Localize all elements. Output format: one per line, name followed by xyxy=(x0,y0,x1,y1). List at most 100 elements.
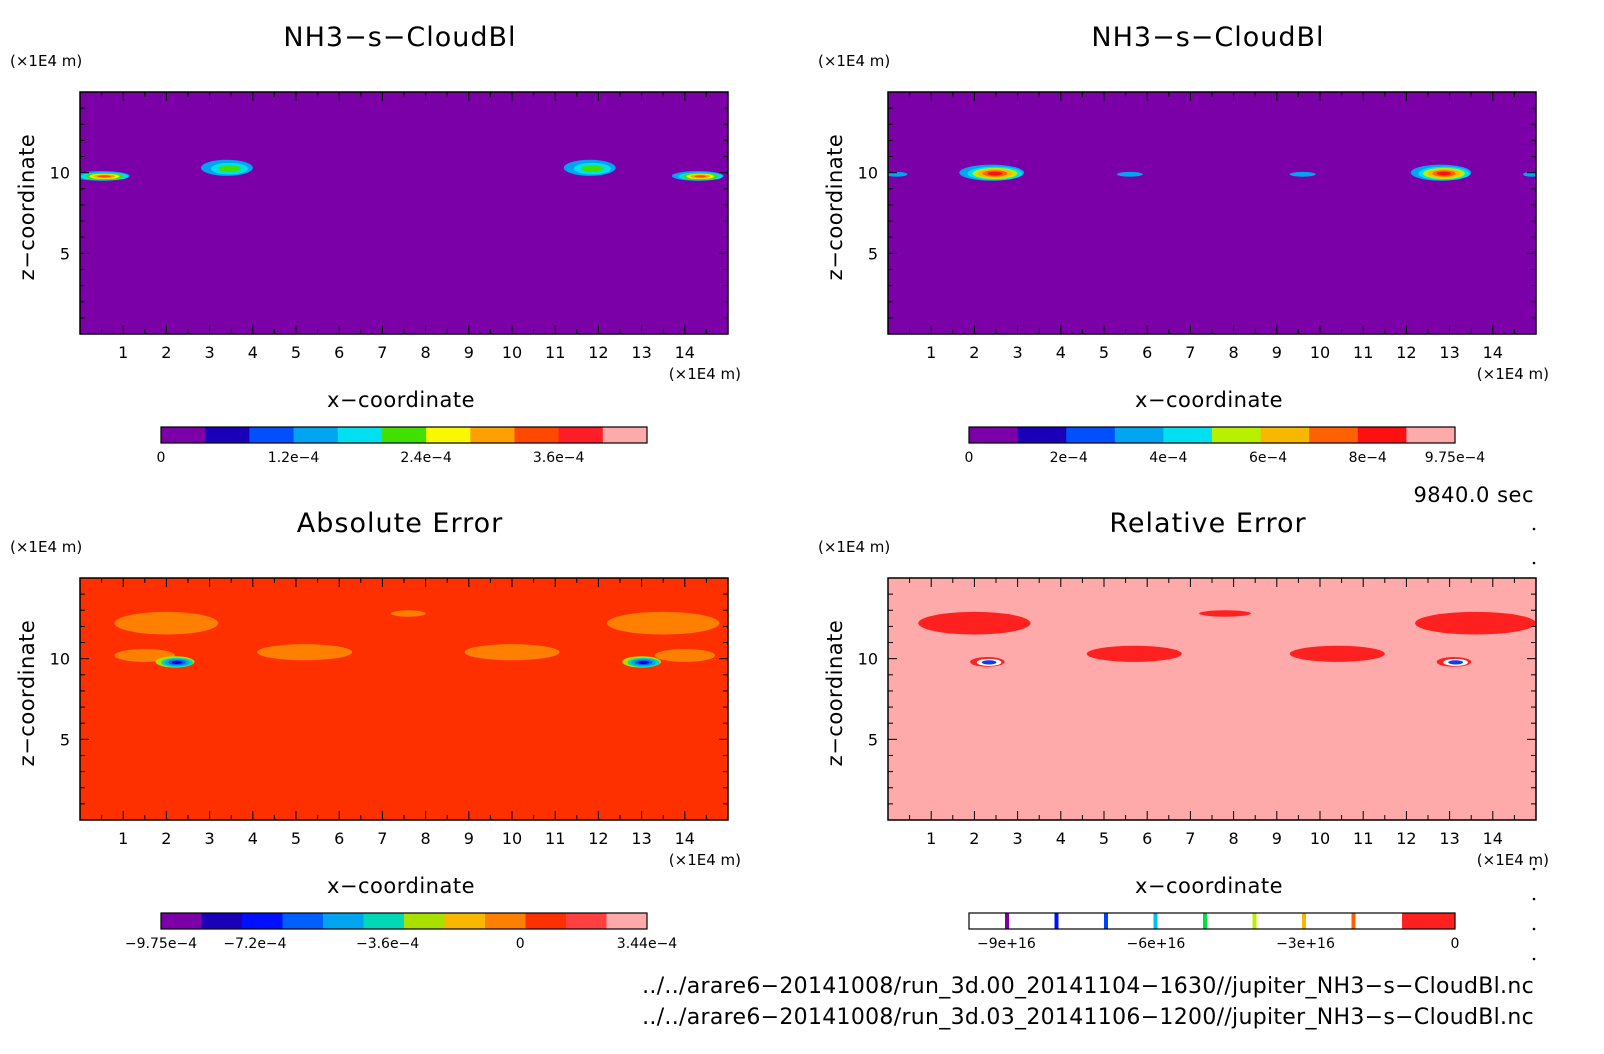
contour-feature xyxy=(1437,171,1451,176)
colorbar: 0 1.2e−4 2.4e−4 3.6e−4 xyxy=(157,426,648,466)
colorbar-tick-label: −9.75e−4 xyxy=(125,936,197,952)
x-tick-label: 6 xyxy=(1142,343,1152,362)
x-tick-label: 11 xyxy=(545,829,565,848)
colorbar-segment xyxy=(161,427,206,443)
colorbar-segment xyxy=(242,913,283,929)
feature-group xyxy=(918,610,1536,667)
x-tick-label: 11 xyxy=(1353,343,1373,362)
y-axis-label: z−coordinate xyxy=(15,134,39,281)
x-tick-label: 7 xyxy=(1185,829,1195,848)
y-unit-label: (×1E4 m) xyxy=(818,538,890,556)
contour-feature xyxy=(257,644,353,661)
chart-title: Relative Error xyxy=(1109,508,1306,539)
x-axis-label: x−coordinate xyxy=(327,874,475,898)
contour-feature xyxy=(171,660,183,664)
contour-feature xyxy=(694,175,707,178)
x-tick-label: 5 xyxy=(1099,343,1109,362)
edge-dot xyxy=(1532,561,1536,565)
x-unit-label: (×1E4 m) xyxy=(1477,365,1549,383)
colorbar-segment xyxy=(566,913,607,929)
x-tick-label: 14 xyxy=(675,343,695,362)
contour-feature xyxy=(97,175,111,178)
y-tick-label: 5 xyxy=(868,730,878,749)
x-tick-label: 14 xyxy=(1483,829,1503,848)
feature-group xyxy=(80,159,724,181)
x-axis-label: x−coordinate xyxy=(1135,388,1283,412)
chart-title: NH3−s−CloudBl xyxy=(283,22,516,53)
x-tick-label: 4 xyxy=(248,829,258,848)
colorbar-segment xyxy=(249,427,295,443)
x-tick-label: 13 xyxy=(631,343,651,362)
colorbar-tick-label: 1.2e−4 xyxy=(268,450,320,466)
colorbar-segment xyxy=(161,913,202,929)
contour-feature xyxy=(918,611,1031,635)
x-tick-label: 6 xyxy=(334,343,344,362)
chart-title: NH3−s−CloudBl xyxy=(1091,22,1324,53)
feature-group xyxy=(114,610,720,668)
contour-feature xyxy=(981,660,997,665)
colorbar-segment xyxy=(381,427,427,443)
x-tick-label: 7 xyxy=(377,343,387,362)
colorbar-segment xyxy=(969,913,1455,929)
colorbar-line xyxy=(1203,913,1207,929)
panel-1: 1 2 3 4 5 6 7 8 9 10 11 12 13 14510NH3−s−CloudBl(×1E4… xyxy=(10,22,741,466)
x-tick-label: 9 xyxy=(464,829,474,848)
colorbar-tick-label: 8e−4 xyxy=(1349,450,1387,466)
x-tick-label: 2 xyxy=(969,343,979,362)
colorbar-segment xyxy=(1402,913,1455,929)
x-tick-label: 1 xyxy=(118,343,128,362)
colorbar-segment xyxy=(201,913,243,929)
edge-dot xyxy=(1532,527,1536,531)
contour-feature xyxy=(114,611,219,635)
x-tick-label: 4 xyxy=(1056,343,1066,362)
y-unit-label: (×1E4 m) xyxy=(10,52,82,70)
x-tick-label: 9 xyxy=(1272,829,1282,848)
colorbar-frame xyxy=(160,426,648,444)
colorbar-tick-label: 2.4e−4 xyxy=(400,450,452,466)
x-tick-label: 1 xyxy=(926,343,936,362)
x-axis-label: x−coordinate xyxy=(1135,874,1283,898)
colorbar-line xyxy=(1153,913,1158,929)
footer-file-1: ../../arare6−20141008/run_3d.00_20141104… xyxy=(642,974,1534,999)
x-tick-label: 1 xyxy=(926,829,936,848)
colorbar-segment xyxy=(470,427,515,443)
x-tick-label: 8 xyxy=(1229,829,1239,848)
x-tick-label: 7 xyxy=(1185,343,1195,362)
colorbar-segment xyxy=(485,913,526,929)
x-tick-label: 2 xyxy=(969,829,979,848)
y-unit-label: (×1E4 m) xyxy=(818,52,890,70)
contour-feature xyxy=(1289,171,1316,177)
x-tick-label: 4 xyxy=(248,343,258,362)
colorbar-segment xyxy=(1066,427,1116,443)
y-tick-label: 10 xyxy=(50,164,70,183)
x-tick-label: 3 xyxy=(1013,829,1023,848)
contour-feature xyxy=(1116,171,1143,177)
x-unit-label: (×1E4 m) xyxy=(1477,851,1549,869)
colorbar-segment xyxy=(404,913,445,929)
x-tick-label: 6 xyxy=(334,829,344,848)
colorbar-tick-label: 9.75e−4 xyxy=(1425,450,1486,466)
colorbar-segment xyxy=(558,427,604,443)
colorbar-segment xyxy=(514,427,560,443)
colorbar-segment xyxy=(602,427,648,443)
x-tick-label: 4 xyxy=(1056,829,1066,848)
x-tick-label: 10 xyxy=(502,829,522,848)
colorbar-line xyxy=(1252,913,1257,929)
colorbar-segment xyxy=(1357,427,1407,443)
colorbar-segment xyxy=(1309,427,1359,443)
edge-dot xyxy=(1532,927,1536,931)
colorbar-segment xyxy=(1017,427,1067,443)
time-label: 9840.0 sec xyxy=(1413,483,1534,507)
colorbar-segment xyxy=(1114,427,1164,443)
colorbar-line xyxy=(1351,913,1356,929)
x-tick-label: 12 xyxy=(588,343,608,362)
colorbar-segment xyxy=(444,913,486,929)
x-tick-label: 8 xyxy=(421,343,431,362)
y-tick-label: 5 xyxy=(868,244,878,263)
colorbar-tick-label: 0 xyxy=(516,936,525,952)
y-tick-label: 10 xyxy=(858,650,878,669)
y-axis-label: z−coordinate xyxy=(15,620,39,767)
contour-feature xyxy=(1448,660,1464,665)
